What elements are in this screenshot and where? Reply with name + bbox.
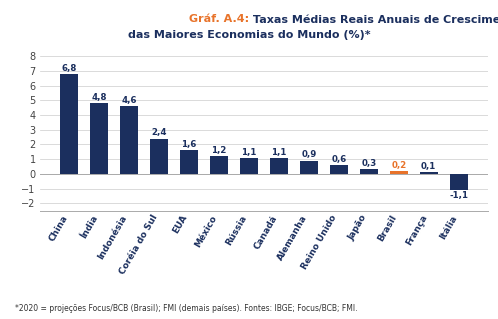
Text: 1,1: 1,1 (271, 147, 287, 157)
Text: das Maiores Economias do Mundo (%)*: das Maiores Economias do Mundo (%)* (127, 30, 371, 40)
Bar (150, 139, 168, 174)
Bar (60, 74, 78, 174)
Bar (300, 161, 318, 174)
Bar (360, 169, 378, 174)
Bar (270, 158, 288, 174)
Text: 0,1: 0,1 (421, 162, 436, 171)
Bar (420, 172, 438, 174)
Bar (390, 171, 408, 174)
Bar (180, 150, 198, 174)
Text: 1,2: 1,2 (211, 146, 227, 155)
Bar (240, 158, 258, 174)
Text: 0,6: 0,6 (331, 155, 347, 164)
Bar (90, 103, 108, 174)
Text: 1,6: 1,6 (181, 140, 197, 149)
Text: 0,2: 0,2 (391, 161, 406, 170)
Text: Gráf. A.4:: Gráf. A.4: (189, 14, 249, 24)
Text: 0,3: 0,3 (361, 159, 376, 168)
Bar (450, 174, 468, 190)
Text: 4,8: 4,8 (92, 93, 107, 102)
Text: -1,1: -1,1 (449, 191, 468, 200)
Text: 6,8: 6,8 (62, 64, 77, 73)
Text: *2020 = projeções Focus/BCB (Brasil); FMI (demais países). Fontes: IBGE; Focus/B: *2020 = projeções Focus/BCB (Brasil); FM… (15, 304, 358, 313)
Bar (330, 165, 348, 174)
Bar (210, 156, 228, 174)
Text: 0,9: 0,9 (301, 151, 317, 160)
Text: Taxas Médias Reais Anuais de Crescimento (2011-2020) do PIB: Taxas Médias Reais Anuais de Crescimento… (249, 14, 498, 25)
Text: 4,6: 4,6 (122, 96, 137, 105)
Bar (120, 106, 138, 174)
Text: 1,1: 1,1 (241, 147, 256, 157)
Text: 2,4: 2,4 (151, 129, 167, 137)
